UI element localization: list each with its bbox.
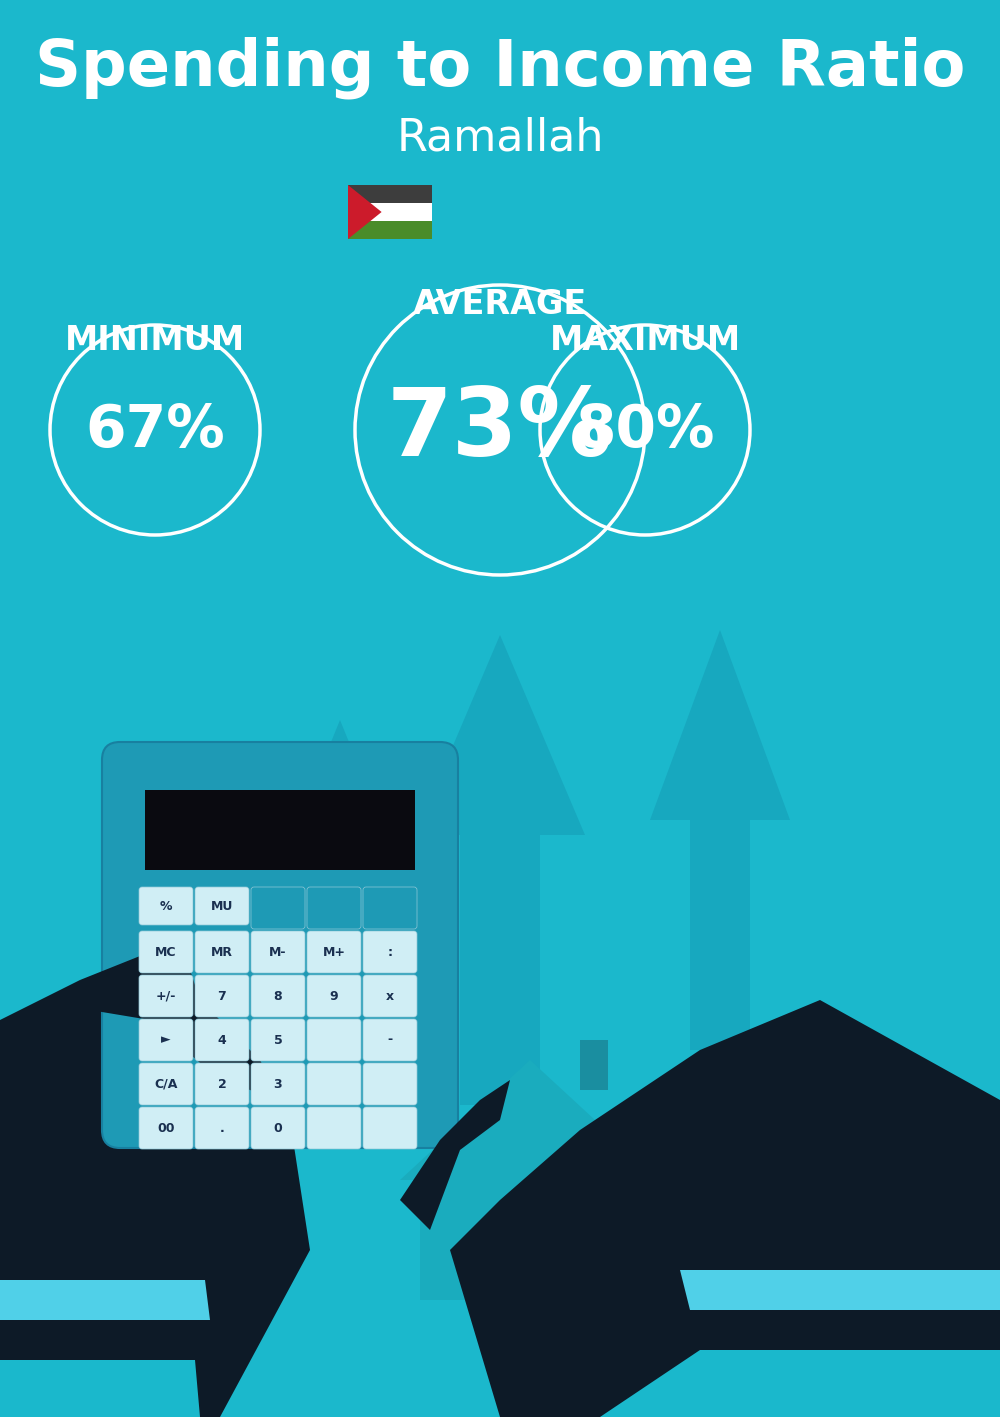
Polygon shape	[450, 1000, 1000, 1417]
Text: M+: M+	[322, 945, 346, 958]
FancyBboxPatch shape	[102, 743, 458, 1148]
FancyBboxPatch shape	[695, 1244, 775, 1263]
FancyBboxPatch shape	[695, 1253, 775, 1270]
Text: %: %	[160, 900, 172, 913]
FancyBboxPatch shape	[539, 1230, 555, 1299]
Text: 4: 4	[218, 1033, 226, 1047]
Polygon shape	[275, 720, 405, 880]
FancyBboxPatch shape	[195, 931, 249, 973]
FancyBboxPatch shape	[695, 1212, 775, 1230]
FancyBboxPatch shape	[348, 203, 432, 221]
Text: .: .	[220, 1121, 224, 1135]
FancyBboxPatch shape	[307, 1063, 361, 1105]
FancyBboxPatch shape	[363, 975, 417, 1017]
Text: $: $	[746, 1216, 774, 1254]
FancyBboxPatch shape	[195, 975, 249, 1017]
Polygon shape	[400, 1080, 510, 1230]
FancyBboxPatch shape	[420, 1180, 640, 1299]
Circle shape	[760, 1129, 920, 1289]
Text: 2: 2	[218, 1077, 226, 1091]
Text: 9: 9	[330, 989, 338, 1002]
Polygon shape	[0, 981, 310, 1417]
Circle shape	[705, 1180, 815, 1289]
Text: C/A: C/A	[154, 1077, 178, 1091]
FancyBboxPatch shape	[348, 221, 432, 239]
FancyBboxPatch shape	[505, 1230, 521, 1299]
FancyBboxPatch shape	[251, 887, 305, 930]
FancyBboxPatch shape	[139, 887, 193, 925]
Text: Spending to Income Ratio: Spending to Income Ratio	[35, 37, 965, 99]
FancyBboxPatch shape	[363, 1019, 417, 1061]
Text: Ramallah: Ramallah	[396, 116, 604, 160]
FancyBboxPatch shape	[251, 975, 305, 1017]
FancyBboxPatch shape	[251, 1063, 305, 1105]
FancyBboxPatch shape	[251, 1107, 305, 1149]
FancyBboxPatch shape	[816, 1098, 864, 1129]
Polygon shape	[348, 186, 382, 239]
Text: 8: 8	[274, 989, 282, 1002]
Polygon shape	[680, 1270, 1000, 1309]
FancyBboxPatch shape	[139, 1019, 193, 1061]
Text: 0: 0	[274, 1121, 282, 1135]
Text: +/-: +/-	[156, 989, 176, 1002]
Text: AVERAGE: AVERAGE	[413, 289, 587, 322]
FancyBboxPatch shape	[307, 1107, 361, 1149]
FancyBboxPatch shape	[139, 931, 193, 973]
FancyBboxPatch shape	[251, 1019, 305, 1061]
FancyBboxPatch shape	[195, 887, 249, 925]
Polygon shape	[80, 939, 280, 1100]
FancyBboxPatch shape	[363, 887, 417, 930]
FancyBboxPatch shape	[195, 1019, 249, 1061]
FancyBboxPatch shape	[743, 1158, 777, 1180]
FancyBboxPatch shape	[139, 1063, 193, 1105]
Text: :: :	[388, 945, 392, 958]
FancyBboxPatch shape	[348, 186, 432, 203]
FancyBboxPatch shape	[363, 1107, 417, 1149]
FancyBboxPatch shape	[307, 1019, 361, 1061]
Polygon shape	[650, 631, 790, 820]
Text: MINIMUM: MINIMUM	[65, 323, 245, 357]
Text: MC: MC	[155, 945, 177, 958]
Polygon shape	[0, 1280, 210, 1321]
Text: 00: 00	[157, 1121, 175, 1135]
Text: MU: MU	[211, 900, 233, 913]
FancyBboxPatch shape	[363, 931, 417, 973]
FancyBboxPatch shape	[690, 820, 750, 1050]
Text: -: -	[387, 1033, 393, 1047]
Text: 67%: 67%	[85, 401, 225, 459]
Polygon shape	[600, 1350, 1000, 1417]
Polygon shape	[0, 1360, 200, 1417]
Text: MAXIMUM: MAXIMUM	[549, 323, 741, 357]
FancyBboxPatch shape	[307, 975, 361, 1017]
FancyBboxPatch shape	[251, 931, 305, 973]
FancyBboxPatch shape	[195, 1107, 249, 1149]
Text: 80%: 80%	[575, 401, 715, 459]
FancyBboxPatch shape	[139, 975, 193, 1017]
Text: 73%: 73%	[387, 384, 613, 476]
FancyBboxPatch shape	[505, 1230, 555, 1299]
Text: $: $	[821, 1183, 859, 1237]
FancyBboxPatch shape	[145, 791, 415, 870]
FancyBboxPatch shape	[139, 1107, 193, 1149]
Text: ►: ►	[161, 1033, 171, 1047]
Text: 3: 3	[274, 1077, 282, 1091]
FancyBboxPatch shape	[580, 1040, 608, 1090]
FancyBboxPatch shape	[695, 1236, 775, 1254]
FancyBboxPatch shape	[460, 835, 540, 1105]
Text: x: x	[386, 989, 394, 1002]
FancyBboxPatch shape	[363, 1063, 417, 1105]
Polygon shape	[400, 1060, 660, 1180]
Text: 5: 5	[274, 1033, 282, 1047]
FancyBboxPatch shape	[195, 1063, 249, 1105]
FancyBboxPatch shape	[307, 887, 361, 930]
Text: M-: M-	[269, 945, 287, 958]
Text: 7: 7	[218, 989, 226, 1002]
Polygon shape	[415, 635, 585, 835]
FancyBboxPatch shape	[695, 1229, 775, 1246]
FancyBboxPatch shape	[307, 931, 361, 973]
Text: MR: MR	[211, 945, 233, 958]
FancyBboxPatch shape	[695, 1220, 775, 1238]
